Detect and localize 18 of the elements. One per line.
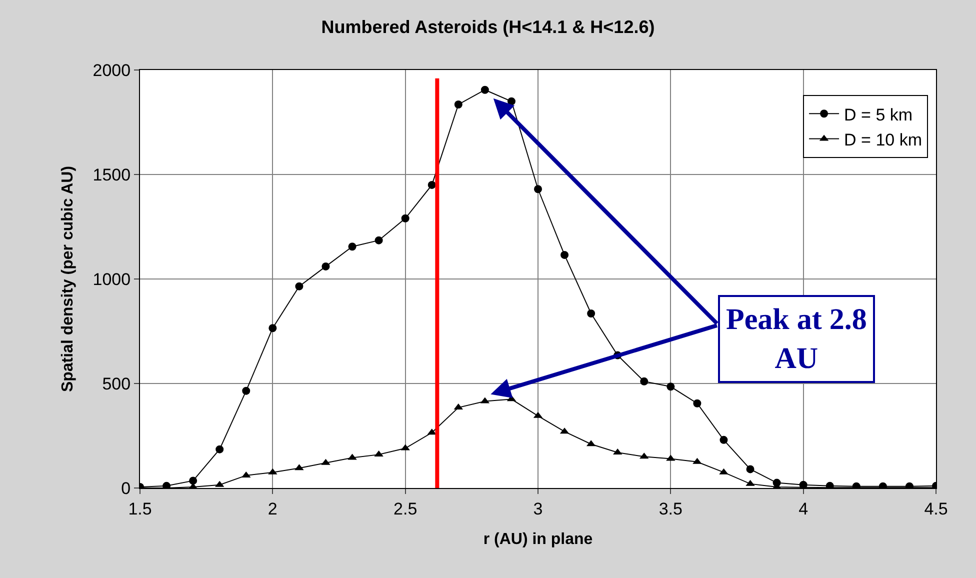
x-tick-label: 2 xyxy=(268,499,278,518)
y-tick-label: 1000 xyxy=(92,270,131,289)
x-tick-label: 3 xyxy=(533,499,543,518)
y-tick-label: 2000 xyxy=(92,60,131,80)
x-tick-label: 1.5 xyxy=(128,499,152,518)
x-tick-label: 3.5 xyxy=(658,499,682,518)
y-tick-label: 1500 xyxy=(92,165,131,184)
y-tick-label: 0 xyxy=(121,478,131,498)
legend-label: D = 5 km xyxy=(844,105,913,124)
x-tick-label: 4.5 xyxy=(924,499,948,518)
chart-title: Numbered Asteroids (H<14.1 & H<12.6) xyxy=(321,16,655,37)
x-tick-label: 4 xyxy=(798,499,808,518)
x-axis-title: r (AU) in plane xyxy=(483,531,593,548)
legend-label: D = 10 km xyxy=(844,130,922,150)
x-tick-label: 2.5 xyxy=(394,499,418,518)
annotation: Peak at 2.8 AU xyxy=(726,303,867,375)
y-tick-label: 500 xyxy=(102,374,131,394)
y-axis-title: Spatial density (per cubic AU) xyxy=(60,166,77,392)
